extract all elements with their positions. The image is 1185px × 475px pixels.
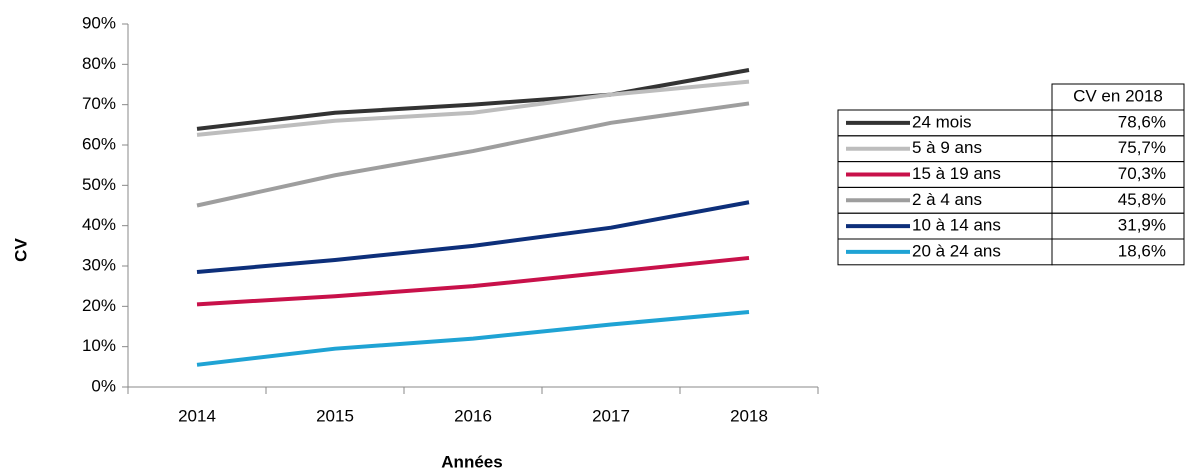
- y-tick-label: 30%: [82, 255, 116, 274]
- line: [196, 68, 750, 131]
- table-value: 31,9%: [1118, 216, 1166, 235]
- y-tick-label: 70%: [82, 94, 116, 113]
- y-tick-label: 40%: [82, 215, 116, 234]
- y-tick-label: 50%: [82, 175, 116, 194]
- line: [196, 101, 750, 208]
- y-tick-label: 90%: [82, 13, 116, 32]
- table-value: 78,6%: [1118, 112, 1166, 131]
- legend-label: 20 à 24 ans: [912, 241, 1001, 260]
- legend-label: 5 à 9 ans: [912, 138, 982, 157]
- table-cell: [1051, 238, 1185, 266]
- table-value: 45,8%: [1118, 190, 1166, 209]
- x-tick-label: 2014: [178, 406, 216, 425]
- y-tick-label: 0%: [91, 376, 116, 395]
- y-tick-label: 10%: [82, 336, 116, 355]
- x-tick-label: 2017: [592, 406, 630, 425]
- line: [196, 255, 750, 307]
- table-header: CV en 2018: [1073, 86, 1163, 105]
- y-tick-label: 60%: [82, 134, 116, 153]
- table-value: 75,7%: [1118, 138, 1166, 157]
- line: [196, 200, 750, 275]
- y-axis-label: CV: [11, 238, 30, 262]
- y-tick-label: 80%: [82, 54, 116, 73]
- y-tick-label: 20%: [82, 296, 116, 315]
- table-value: 70,3%: [1118, 164, 1166, 183]
- x-axis-label: Années: [441, 452, 502, 471]
- legend-label: 15 à 19 ans: [912, 164, 1001, 183]
- line: [196, 79, 750, 137]
- x-tick-label: 2018: [730, 406, 768, 425]
- table-value: 18,6%: [1118, 241, 1166, 260]
- line: [196, 309, 750, 367]
- legend-label: 10 à 14 ans: [912, 216, 1001, 235]
- legend-label: 2 à 4 ans: [912, 190, 982, 209]
- x-tick-label: 2016: [454, 406, 492, 425]
- x-tick-label: 2015: [316, 406, 354, 425]
- legend-label: 24 mois: [912, 112, 972, 131]
